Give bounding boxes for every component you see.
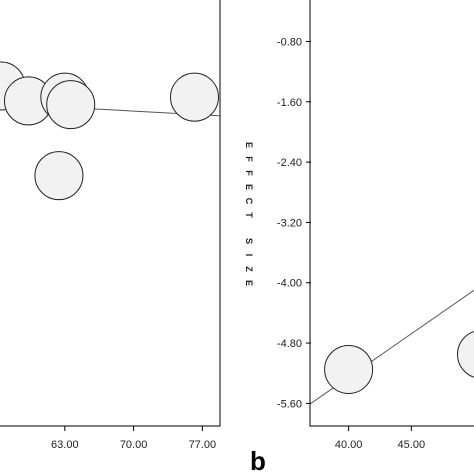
svg-text:E: E [244,142,254,148]
panel-b-bubble-1 [324,344,374,394]
panel-a-bubble-5 [169,72,219,122]
svg-text:T: T [244,212,254,218]
panel-b-y-ticks: -0.80 -1.60 -2.40 -3.20 -4.00 -4.80 -5.60 [277,36,311,410]
panel-b-y-tick-label: -1.60 [277,97,302,109]
panel-a-x-ticks: 63.00 70.00 77.00 [51,426,216,451]
svg-text:E: E [244,184,254,190]
svg-text:F: F [244,156,254,162]
panel-b-x-tick-label: 40.00 [335,439,363,451]
panel-a-frame [0,0,221,427]
panel-b-y-tick-label: -3.20 [277,217,302,229]
panel-b: -0.80 -1.60 -2.40 -3.20 -4.00 -4.80 -5.60 40.0… [244,0,474,474]
panel-b-x-ticks: 40.00 45.00 [335,426,425,451]
svg-text:I: I [244,254,254,257]
panel-b-y-tick-label: -4.80 [277,338,302,350]
panel-b-y-tick-label: -0.80 [277,36,302,48]
panel-a-x-tick-label: 77.00 [189,439,217,451]
panel-b-y-tick-label: -4.00 [277,278,302,290]
panel-b-y-axis-label: E F F E C T S I Z E [244,142,254,286]
panel-b-plot-area [311,289,474,404]
svg-text:S: S [244,238,254,244]
panel-b-y-tick-label: -2.40 [277,157,302,169]
panel-b-y-tick-label: -5.60 [277,398,302,410]
panel-a-bubble-6 [34,151,84,201]
panel-b-bubble-2 [457,331,474,378]
svg-text:F: F [244,170,254,176]
panel-a-bubble-4 [46,80,96,130]
svg-text:C: C [244,198,254,205]
panel-a-x-tick-label: 70.00 [120,439,148,451]
panel-a-x-tick-label: 63.00 [51,439,79,451]
panel-b-frame [309,0,474,427]
panel-b-x-tick-label: 45.00 [398,439,426,451]
svg-text:Z: Z [244,266,254,272]
panel-a: 63.00 70.00 77.00 [0,0,221,451]
panel-b-label: b [250,446,266,474]
panel-a-plot-area [0,61,221,201]
svg-text:E: E [244,280,254,286]
